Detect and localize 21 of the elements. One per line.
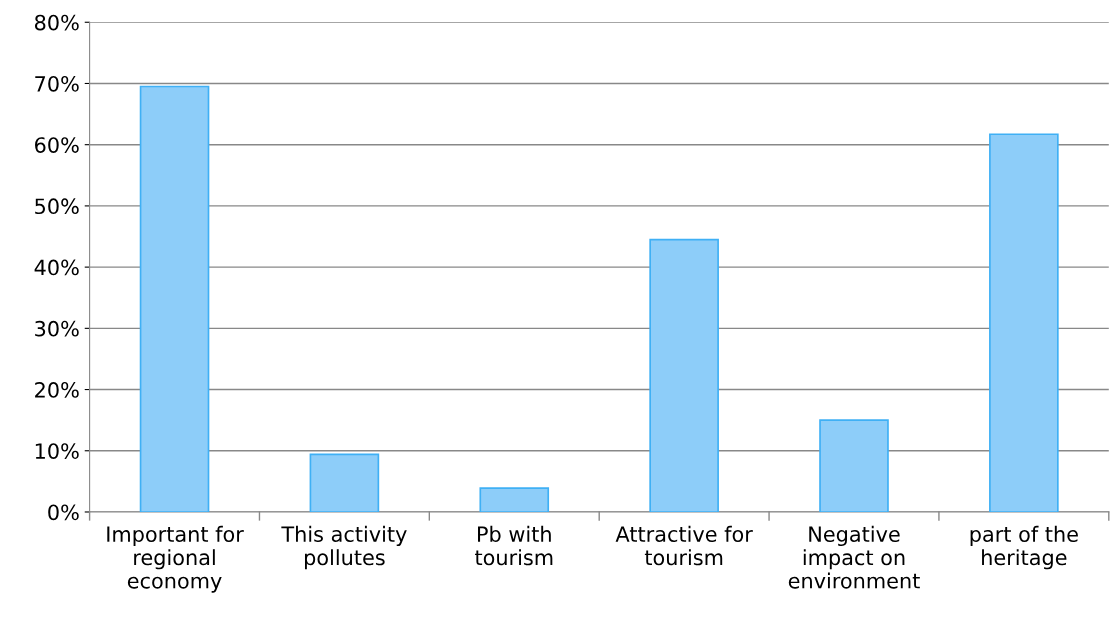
y-tick-label: 60%	[35, 137, 79, 153]
bar	[989, 133, 1059, 512]
y-tick-label: 70%	[35, 75, 79, 92]
x-tick-label: Attractive for tourism	[615, 525, 753, 566]
bar	[479, 487, 550, 512]
x-tick-label: Important for regional economy	[107, 525, 244, 593]
bar	[649, 238, 719, 512]
y-tick-label: 30%	[35, 320, 79, 337]
y-tick-label: 80%	[34, 14, 79, 31]
y-tick-label: 50%	[35, 198, 79, 215]
y-tick-label: 20%	[35, 382, 79, 398]
x-tick-label: Negative impact on environment	[788, 525, 920, 589]
bar	[819, 419, 889, 512]
y-tick-label: 40%	[34, 259, 79, 276]
x-tick-label: This activity pollutes	[281, 525, 407, 570]
x-tick-label: part of the heritage	[970, 525, 1078, 570]
bar	[139, 85, 210, 512]
y-tick-label: 10%	[35, 443, 79, 459]
x-tick-label: Pb with tourism	[475, 525, 553, 566]
bar	[309, 453, 380, 512]
y-tick-label: 0%	[48, 504, 79, 521]
